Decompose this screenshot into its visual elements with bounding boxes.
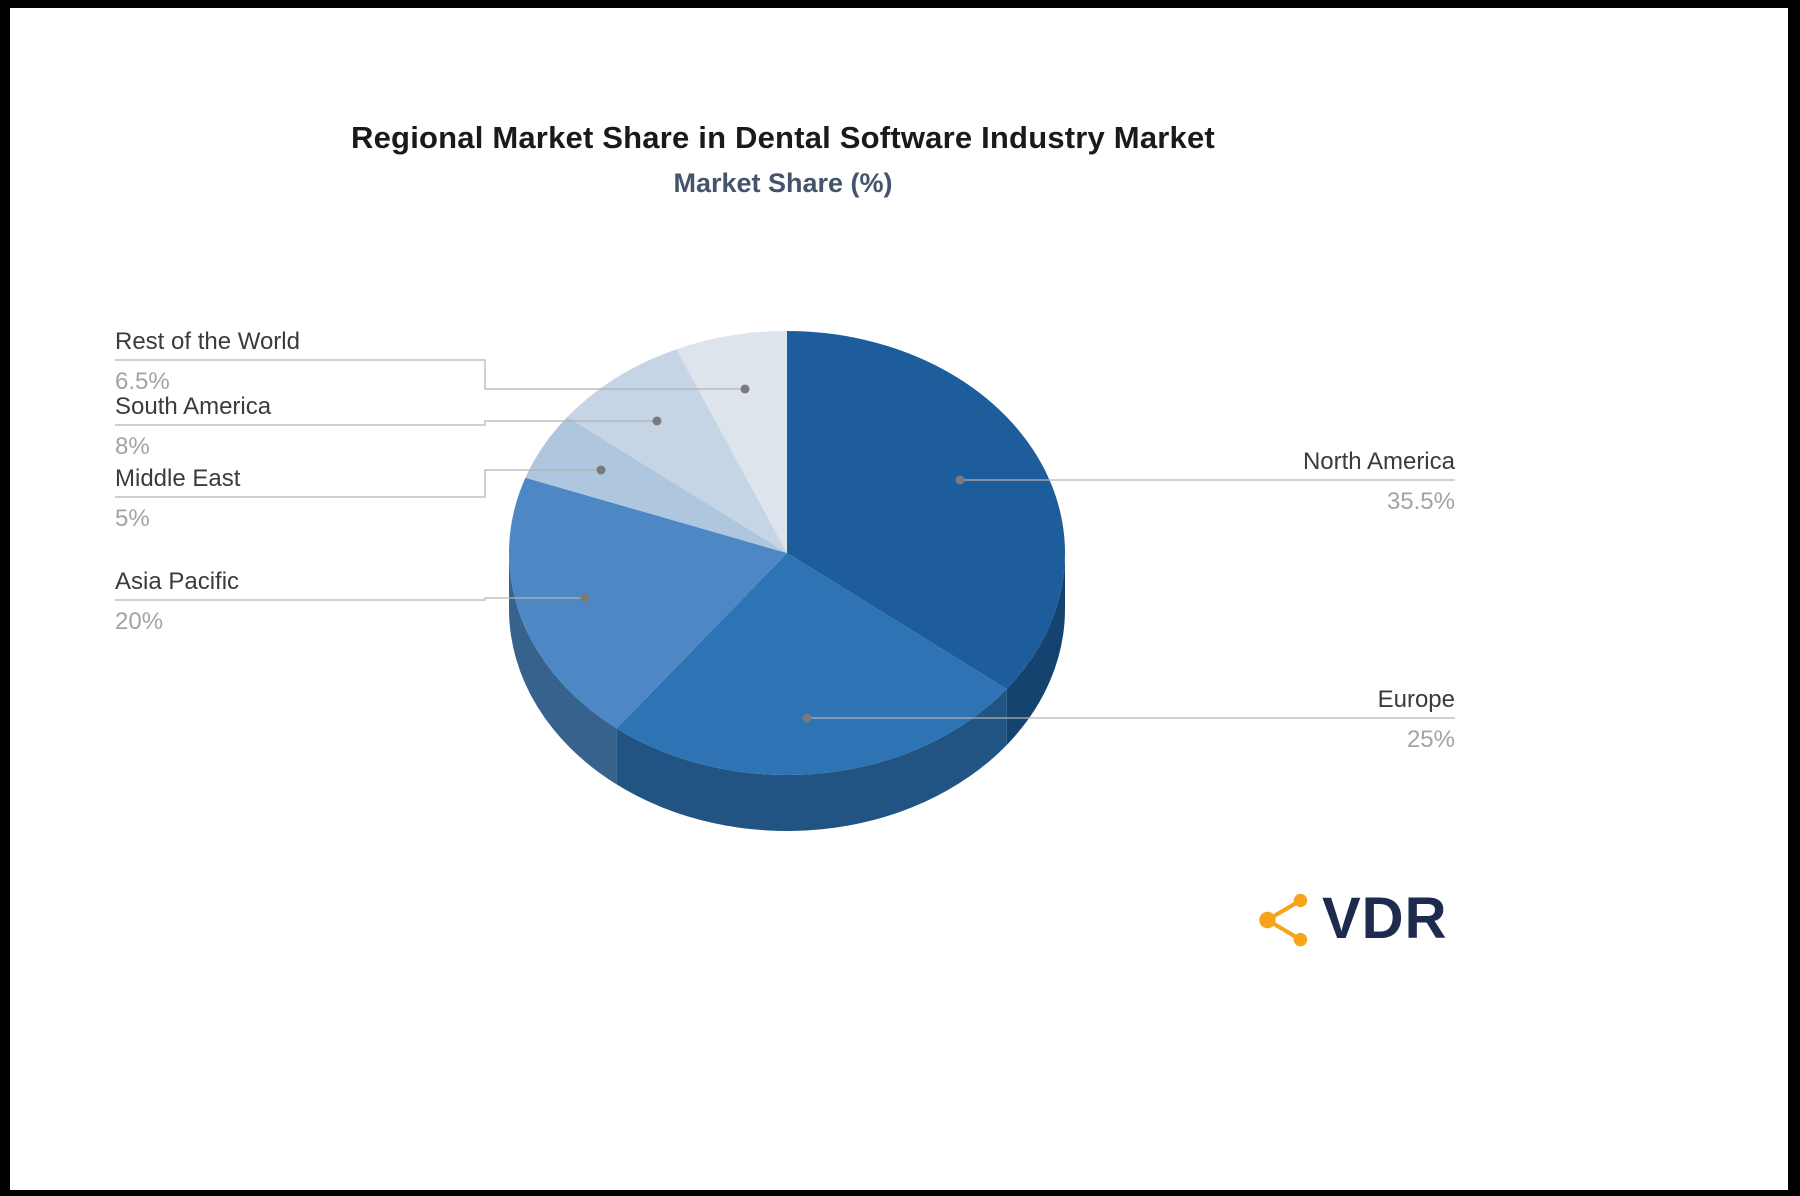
vdr-logo-icon	[1259, 893, 1308, 947]
chart-title: Regional Market Share in Dental Software…	[351, 120, 1215, 155]
brand-logo-text: VDR	[1322, 886, 1448, 951]
chart-subtitle: Market Share (%)	[673, 168, 893, 198]
brand-logo: VDR	[1252, 886, 1447, 952]
